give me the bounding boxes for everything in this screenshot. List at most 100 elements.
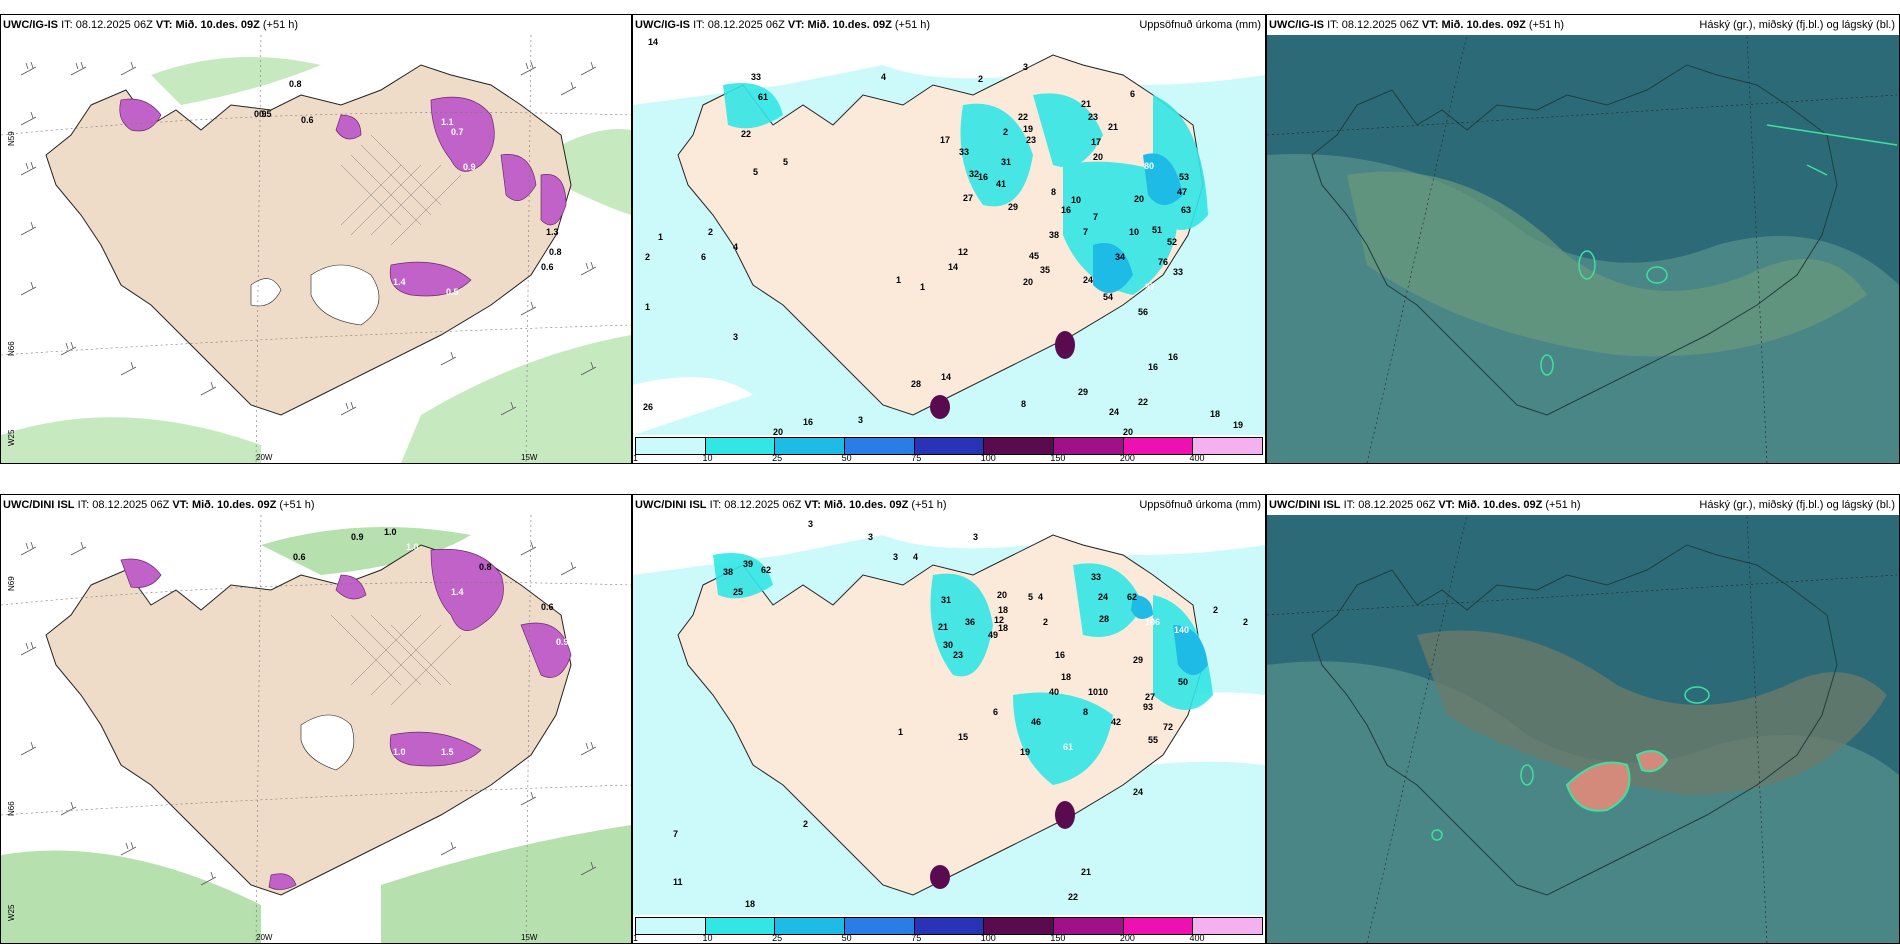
- precip-values: 3 3 3 4 3 38 39 62 25 31 36 21 30 23 49 …: [673, 519, 1248, 909]
- panel-header: UWC/IG-IS IT: 08.12.2025 06Z VT: Mið. 10…: [633, 15, 1265, 35]
- lead-time: (+51 h): [279, 499, 315, 511]
- purple-blobs: [120, 549, 572, 890]
- precip-value: 3: [1023, 62, 1028, 72]
- model-name: UWC/DINI ISL: [1269, 499, 1341, 511]
- white-zone: [633, 515, 1265, 575]
- precip-value: 56: [1138, 307, 1148, 317]
- precip-value: 3: [858, 415, 863, 425]
- lat-label: N66: [7, 341, 16, 356]
- cloud-value-labels: 0.6 0.9 1.0 1.4 0.8 1.0 1.5 1.0 0.6 0.9: [293, 527, 569, 757]
- contour-label: 1.1: [441, 117, 454, 127]
- colorbar-label: 100: [980, 933, 996, 943]
- precip-value: 1: [645, 302, 650, 312]
- precip-value: 54: [1103, 292, 1113, 302]
- precip-value: 16: [978, 172, 988, 182]
- precip-value: 40: [1049, 687, 1059, 697]
- precip-value: 16: [1148, 362, 1158, 372]
- cloud-map: [1267, 515, 1899, 943]
- colorbar-label: 10: [702, 933, 713, 943]
- precip-value: 51: [1152, 225, 1162, 235]
- precip-value: 7: [1083, 227, 1088, 237]
- colorbar-label: 75: [911, 933, 922, 943]
- precip-value: 62: [761, 565, 771, 575]
- precip-value: 24: [1133, 787, 1143, 797]
- precip-value: 10: [1129, 227, 1139, 237]
- precip-value: 93: [1143, 702, 1153, 712]
- colorbar-label: 150: [1050, 933, 1066, 943]
- precip-value: 11: [673, 877, 683, 887]
- precip-value: 20: [1093, 152, 1103, 162]
- precip-value: 20: [997, 590, 1007, 600]
- precip-value: 26: [643, 402, 653, 412]
- precip-value: 20: [1123, 427, 1133, 435]
- contour-label: 0.7: [451, 127, 464, 137]
- colorbar: 1 10 25 50 75 100 150 200 400: [633, 915, 1265, 943]
- precip-value: 2: [978, 74, 983, 84]
- colorbar-cell: [984, 438, 1055, 454]
- colorbar-cell: [636, 918, 706, 934]
- precip-map-svg: 14 33 61 22 4 2 3 2 16 22 19 23 17 33 32…: [633, 35, 1265, 435]
- vt-label: VT: Mið. 10.des. 09Z: [172, 499, 277, 511]
- lon-label: 20W: [256, 453, 273, 462]
- lat-label: N66: [7, 801, 16, 816]
- panel-header: UWC/DINI ISL IT: 08.12.2025 06Z VT: Mið.…: [1267, 495, 1899, 515]
- colorbar-label: 100: [980, 453, 996, 463]
- white-zone: [633, 377, 753, 435]
- panel-header: UWC/IG-IS IT: 08.12.2025 06Z VT: Mið. 10…: [1267, 15, 1899, 35]
- contour-label: 0.6: [541, 602, 554, 612]
- precip-value: 23: [1088, 112, 1098, 122]
- it-label: IT:: [61, 19, 73, 31]
- precip-value: 16: [1168, 352, 1178, 362]
- precip-value: 29: [1133, 655, 1143, 665]
- precip-value: 38: [723, 567, 733, 577]
- precip-value: 33: [751, 72, 761, 82]
- iceland-outline: [1311, 544, 1838, 896]
- panel-header: UWC/DINI ISL IT: 08.12.2025 06Z VT: Mið.…: [1, 495, 631, 515]
- high-precip-cells: [1565, 750, 1669, 812]
- contour-label: 1.0: [393, 747, 406, 757]
- it-value: 08.12.2025 06Z: [707, 19, 785, 31]
- precip-value: 21: [1108, 122, 1118, 132]
- precip-value: 61: [758, 92, 768, 102]
- colorbar-cell: [914, 438, 985, 454]
- colorbar-label: 1: [633, 453, 639, 463]
- precip-value: 62: [1127, 592, 1137, 602]
- colorbar-cell: [1123, 438, 1194, 454]
- precip-value: 6: [1130, 89, 1135, 99]
- lat-label: N69: [7, 576, 16, 591]
- graticule: [1267, 515, 1898, 943]
- precip-value: 2: [1213, 605, 1218, 615]
- colorbar-cell: [1054, 438, 1124, 454]
- colorbar-cell: [1123, 918, 1194, 934]
- precip-value: 25: [733, 587, 743, 597]
- iceland-land: [45, 64, 572, 416]
- colorbar-cell: [1054, 918, 1124, 934]
- cloud-value-labels: 0.8 0.9 0.5 0.6 0.7 1.4 0.5 0.6 0.9 1.1 …: [254, 79, 562, 297]
- precip-value: 39: [743, 559, 753, 569]
- contour-label: 0.9: [556, 637, 569, 647]
- precip-value: 19: [1020, 747, 1030, 757]
- colorbar-cell: [636, 438, 706, 454]
- precip-value: 16: [803, 417, 813, 427]
- it-label: IT:: [1343, 499, 1356, 511]
- contour-label: 0.6: [541, 262, 554, 272]
- precip-value: 7: [1093, 212, 1098, 222]
- it-value: 08.12.2025 06Z: [1341, 19, 1419, 31]
- precip-value: 3: [733, 332, 738, 342]
- it-value: 08.12.2025 06Z: [75, 19, 153, 31]
- precip-value: 16: [1061, 205, 1071, 215]
- lead-time: (+51 h): [262, 19, 299, 31]
- precip-value: 22: [1138, 397, 1148, 407]
- contour-label: 1.4: [451, 587, 464, 597]
- vt-label: VT: Mið. 10.des. 09Z: [1438, 499, 1543, 511]
- it-value: 08.12.2025 06Z: [724, 499, 802, 511]
- precip-value: 72: [1163, 722, 1173, 732]
- precip-value: 15: [958, 732, 968, 742]
- hatching: [340, 134, 462, 246]
- precip-value: 30: [943, 640, 953, 650]
- iceland-outline: [1311, 64, 1838, 416]
- precip-value: 29: [1008, 202, 1018, 212]
- precip-value: 50: [1178, 677, 1188, 687]
- precip-value: 33: [959, 147, 969, 157]
- convective-cells: [1431, 686, 1710, 841]
